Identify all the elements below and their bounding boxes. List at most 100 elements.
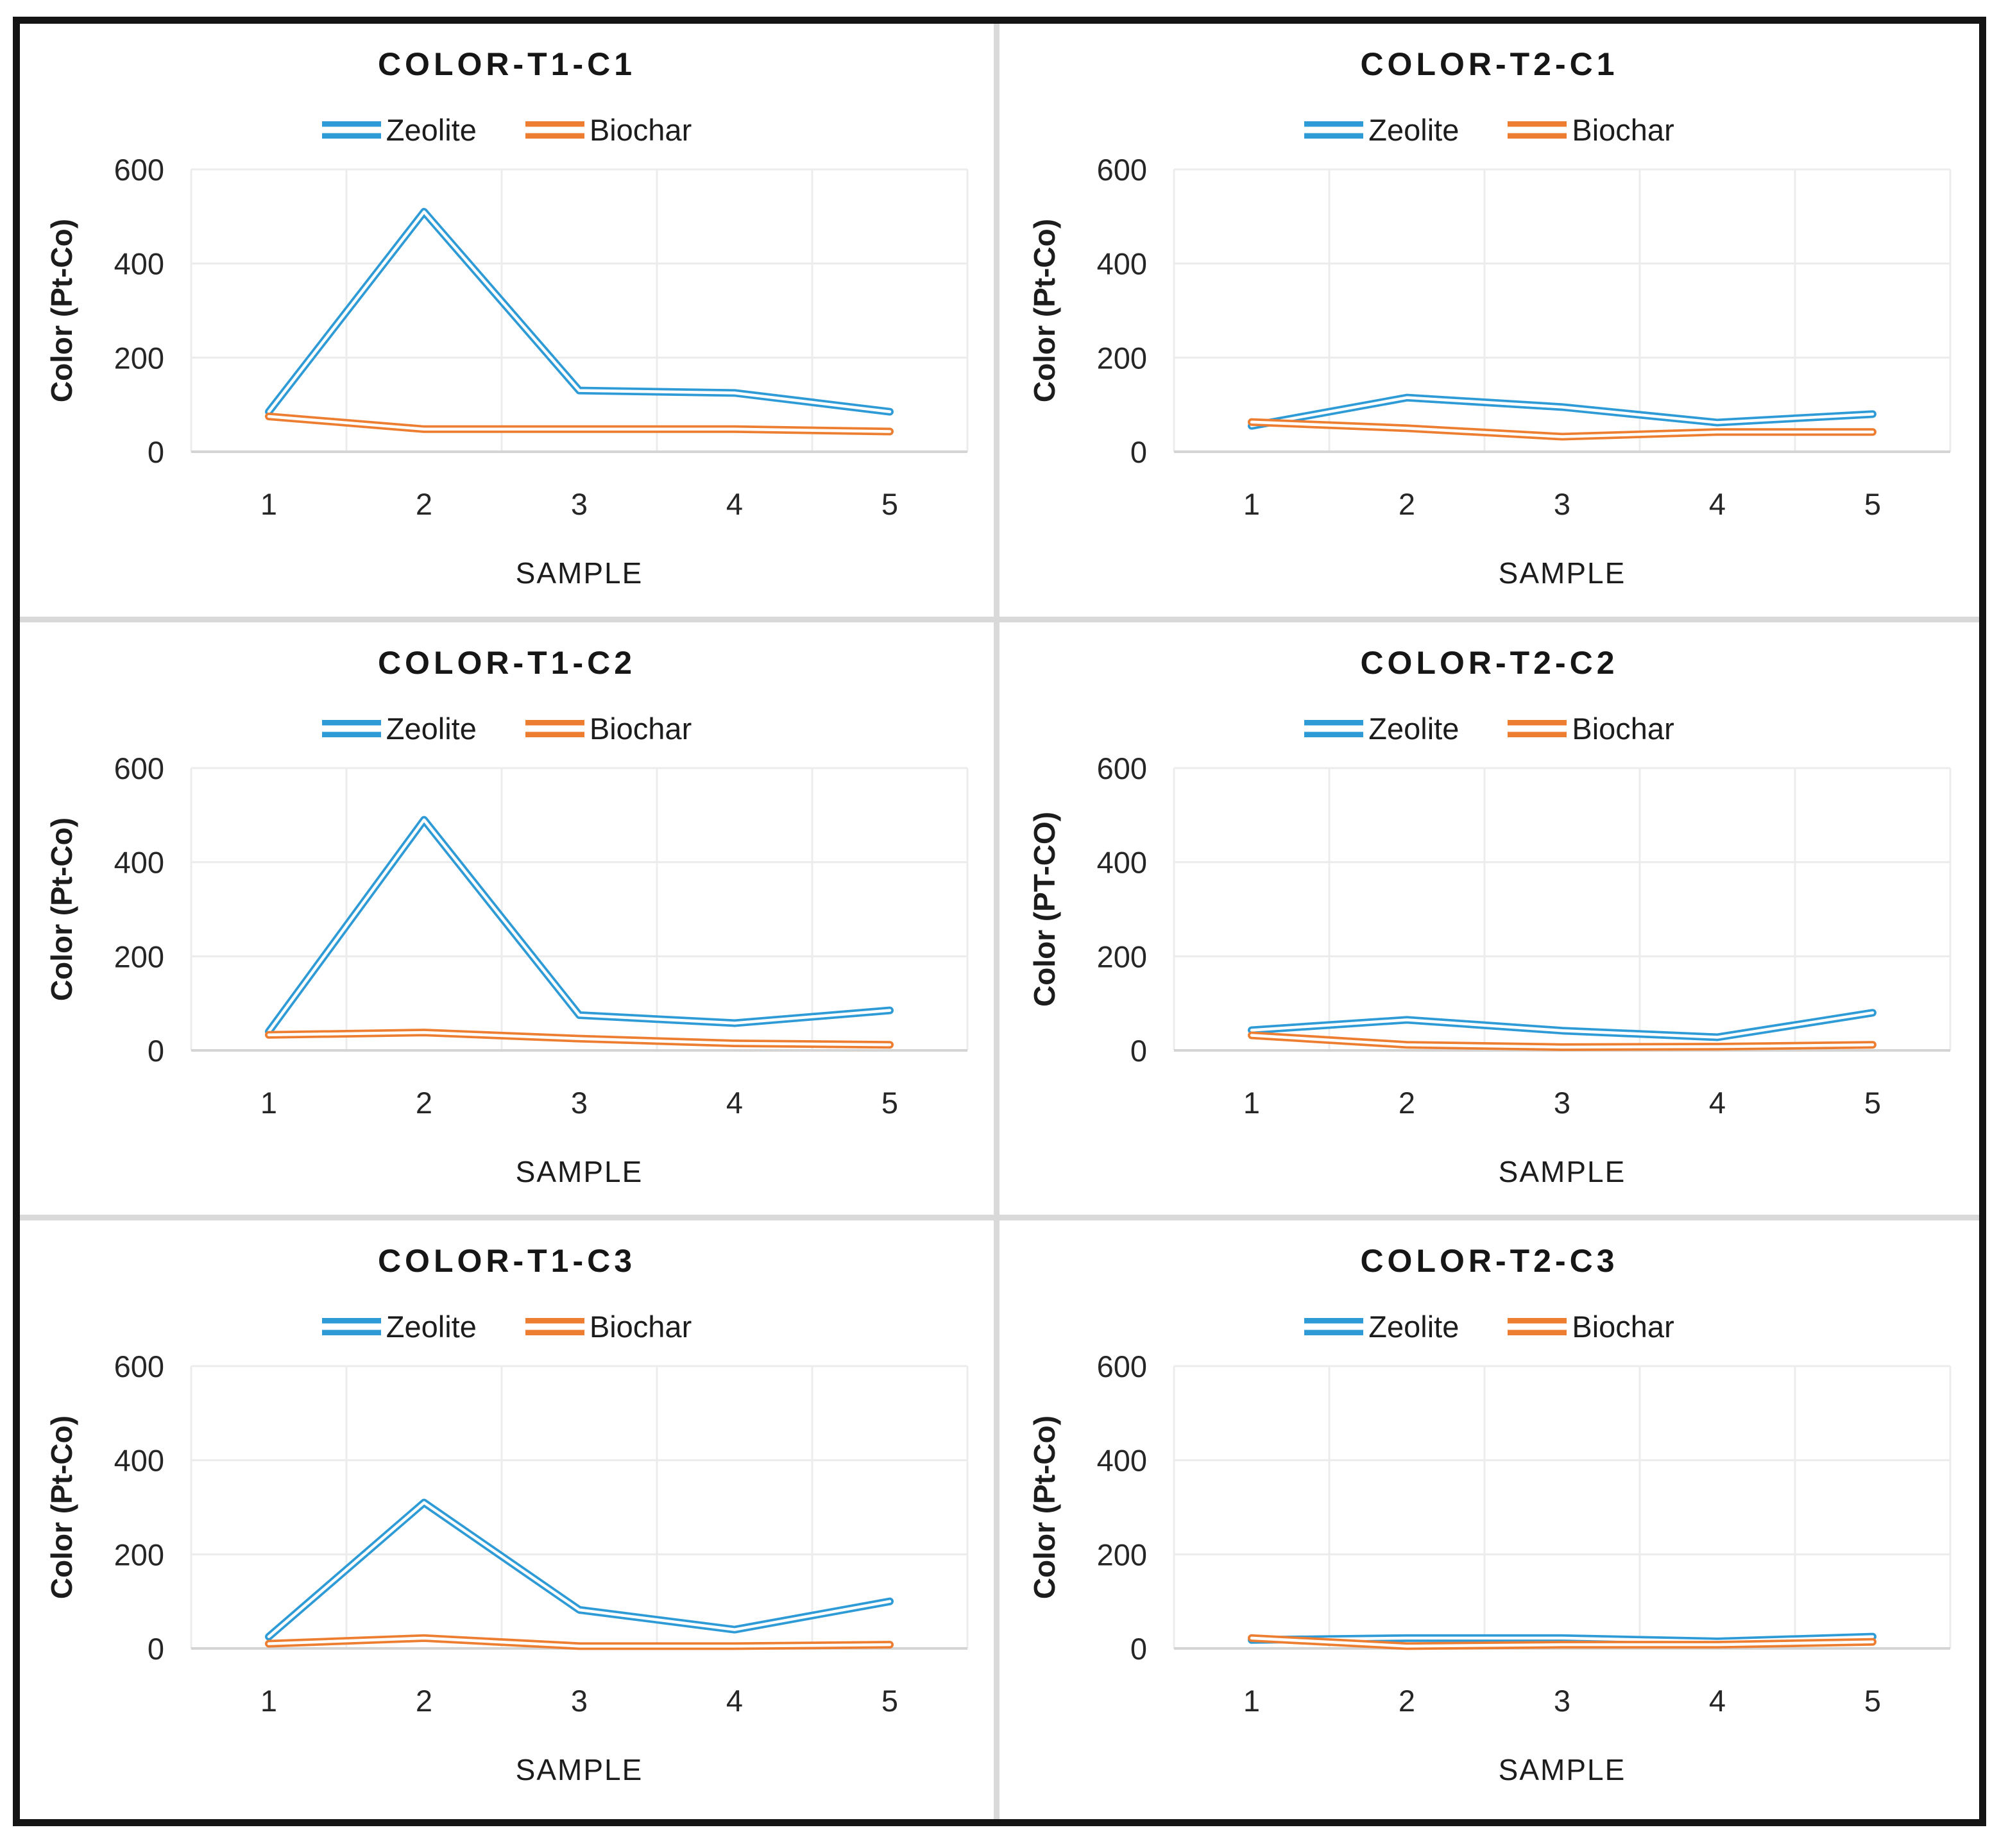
legend-label: Zeolite: [1368, 711, 1459, 746]
series-biochar-line: [1247, 418, 1876, 441]
chart-plot: 0 200 400 600 Color (Pt-Co) 1 2 3 4 5 SAMPLE: [45, 153, 969, 590]
series-zeolite-line: [265, 816, 894, 1036]
legend-item-biochar: Biochar: [1508, 1309, 1674, 1344]
x-axis-title: SAMPLE: [1498, 1155, 1626, 1188]
x-axis-title: SAMPLE: [516, 1155, 643, 1188]
legend-label: Biochar: [1572, 1310, 1674, 1344]
y-axis-title: Color (Pt-Co): [1028, 219, 1061, 402]
legend-item-biochar: Biochar: [525, 1309, 692, 1344]
legend-line-swatch-zeolite-icon: [321, 1318, 381, 1336]
chart-legend: Zeolite Biochar: [20, 112, 994, 148]
x-tick-label: 3: [1553, 1684, 1570, 1718]
chart-title: COLOR-T1-C2: [377, 644, 636, 681]
legend-line-swatch-biochar-icon: [1508, 121, 1567, 139]
chart-panel: COLOR-T2-C2 Zeolite Biochar 0 200 400 600 Color…: [1000, 622, 1979, 1221]
series-zeolite-line-inner: [1250, 396, 1874, 427]
legend-line-swatch-biochar-icon: [525, 719, 584, 737]
x-tick-label: 5: [1864, 1086, 1880, 1120]
x-tick-label: 4: [726, 1086, 743, 1120]
legend-line-swatch-biochar-icon: [1508, 1318, 1567, 1336]
charts-grid: COLOR-T1-C1 Zeolite Biochar 0 200 400 600 Color…: [20, 24, 1979, 1819]
x-tick-label: 1: [260, 487, 277, 521]
legend-label: Zeolite: [386, 1310, 477, 1344]
y-axis-title: Color (Pt-Co): [45, 219, 78, 402]
y-axis-title: Color (PT-CO): [1028, 812, 1061, 1007]
legend-label: Biochar: [589, 1310, 692, 1344]
y-tick-label: 400: [1096, 247, 1146, 281]
chart-panel: COLOR-T2-C1 Zeolite Biochar 0 200 400 600 Color…: [1000, 24, 1979, 622]
legend-item-zeolite: Zeolite: [1304, 1309, 1459, 1344]
legend-label: Biochar: [589, 711, 692, 746]
x-tick-label: 2: [1398, 1684, 1415, 1718]
x-tick-label: 4: [1708, 1684, 1725, 1718]
y-tick-label: 600: [1096, 153, 1146, 187]
legend-label: Zeolite: [386, 711, 477, 746]
series-zeolite-line: [265, 208, 894, 416]
series-zeolite-line-inner: [1250, 1635, 1874, 1643]
legend-item-zeolite: Zeolite: [321, 711, 477, 746]
x-tick-label: 4: [1708, 487, 1725, 521]
y-tick-label: 0: [1130, 435, 1146, 469]
x-tick-label: 5: [881, 1086, 898, 1120]
legend-item-zeolite: Zeolite: [1304, 711, 1459, 746]
y-tick-label: 600: [1096, 751, 1146, 785]
y-axis-title: Color (Pt-Co): [1028, 1416, 1061, 1599]
x-axis-title: SAMPLE: [1498, 556, 1626, 590]
x-tick-label: 3: [571, 487, 588, 521]
chart-plot: 0 200 400 600 Color (Pt-Co) 1 2 3 4 5 SAMPLE: [1028, 153, 1951, 590]
x-tick-label: 3: [1553, 487, 1570, 521]
y-tick-label: 400: [1096, 845, 1146, 879]
series-biochar-line-inner: [267, 1636, 892, 1648]
chart-legend: Zeolite Biochar: [20, 1309, 994, 1344]
x-tick-label: 4: [1708, 1086, 1725, 1120]
series-zeolite-line-inner: [1250, 1011, 1874, 1039]
y-tick-label: 600: [1096, 1349, 1146, 1383]
chart-title: COLOR-T1-C3: [377, 1243, 636, 1279]
legend-line-swatch-biochar-icon: [1508, 719, 1567, 737]
legend-label: Biochar: [1572, 711, 1674, 746]
x-tick-label: 1: [260, 1086, 277, 1120]
y-tick-label: 200: [114, 341, 164, 375]
chart-title: COLOR-T2-C2: [1360, 644, 1619, 681]
y-tick-label: 400: [1096, 1444, 1146, 1478]
legend-line-swatch-zeolite-icon: [1304, 719, 1364, 737]
legend-label: Biochar: [1572, 113, 1674, 147]
x-tick-label: 3: [571, 1684, 588, 1718]
x-tick-label: 1: [1243, 1684, 1259, 1718]
y-tick-label: 0: [1130, 1632, 1146, 1666]
series-zeolite-line-inner: [267, 210, 892, 413]
x-axis-title: SAMPLE: [516, 1753, 643, 1786]
y-tick-label: 0: [1130, 1034, 1146, 1068]
legend-line-swatch-zeolite-icon: [1304, 1318, 1364, 1336]
legend-line-swatch-zeolite-icon: [1304, 121, 1364, 139]
x-axis-title: SAMPLE: [1498, 1753, 1626, 1786]
y-tick-label: 200: [1096, 1538, 1146, 1572]
chart-panel: COLOR-T1-C2 Zeolite Biochar 0 200 400 600 Color…: [20, 622, 1000, 1221]
chart-legend: Zeolite Biochar: [1000, 112, 1979, 148]
series-zeolite-line: [265, 1498, 894, 1641]
legend-item-biochar: Biochar: [1508, 112, 1674, 148]
legend-label: Biochar: [589, 113, 692, 147]
legend-item-biochar: Biochar: [525, 112, 692, 148]
series-zeolite-line-inner: [267, 1501, 892, 1639]
x-tick-label: 4: [726, 487, 743, 521]
legend-item-biochar: Biochar: [1508, 711, 1674, 746]
legend-line-swatch-zeolite-icon: [321, 121, 381, 139]
x-tick-label: 2: [416, 1086, 432, 1120]
chart-legend: Zeolite Biochar: [1000, 711, 1979, 746]
legend-label: Zeolite: [386, 113, 477, 147]
legend-line-swatch-biochar-icon: [525, 121, 584, 139]
figure-border: COLOR-T1-C1 Zeolite Biochar 0 200 400 600 Color…: [13, 17, 1986, 1826]
series-biochar-line-inner: [267, 1031, 892, 1047]
series-biochar-line-inner: [1250, 420, 1874, 438]
chart-panel: COLOR-T1-C1 Zeolite Biochar 0 200 400 600 Color…: [20, 24, 1000, 622]
legend-line-swatch-zeolite-icon: [321, 719, 381, 737]
chart-panel: COLOR-T1-C3 Zeolite Biochar 0 200 400 600 Color…: [20, 1220, 1000, 1819]
chart-plot: 0 200 400 600 Color (Pt-Co) 1 2 3 4 5 SAMPLE: [1028, 1349, 1951, 1786]
x-tick-label: 5: [1864, 1684, 1880, 1718]
y-tick-label: 0: [148, 1632, 164, 1666]
x-tick-label: 2: [1398, 487, 1415, 521]
y-tick-label: 200: [1096, 341, 1146, 375]
chart-title: COLOR-T2-C1: [1360, 46, 1619, 82]
